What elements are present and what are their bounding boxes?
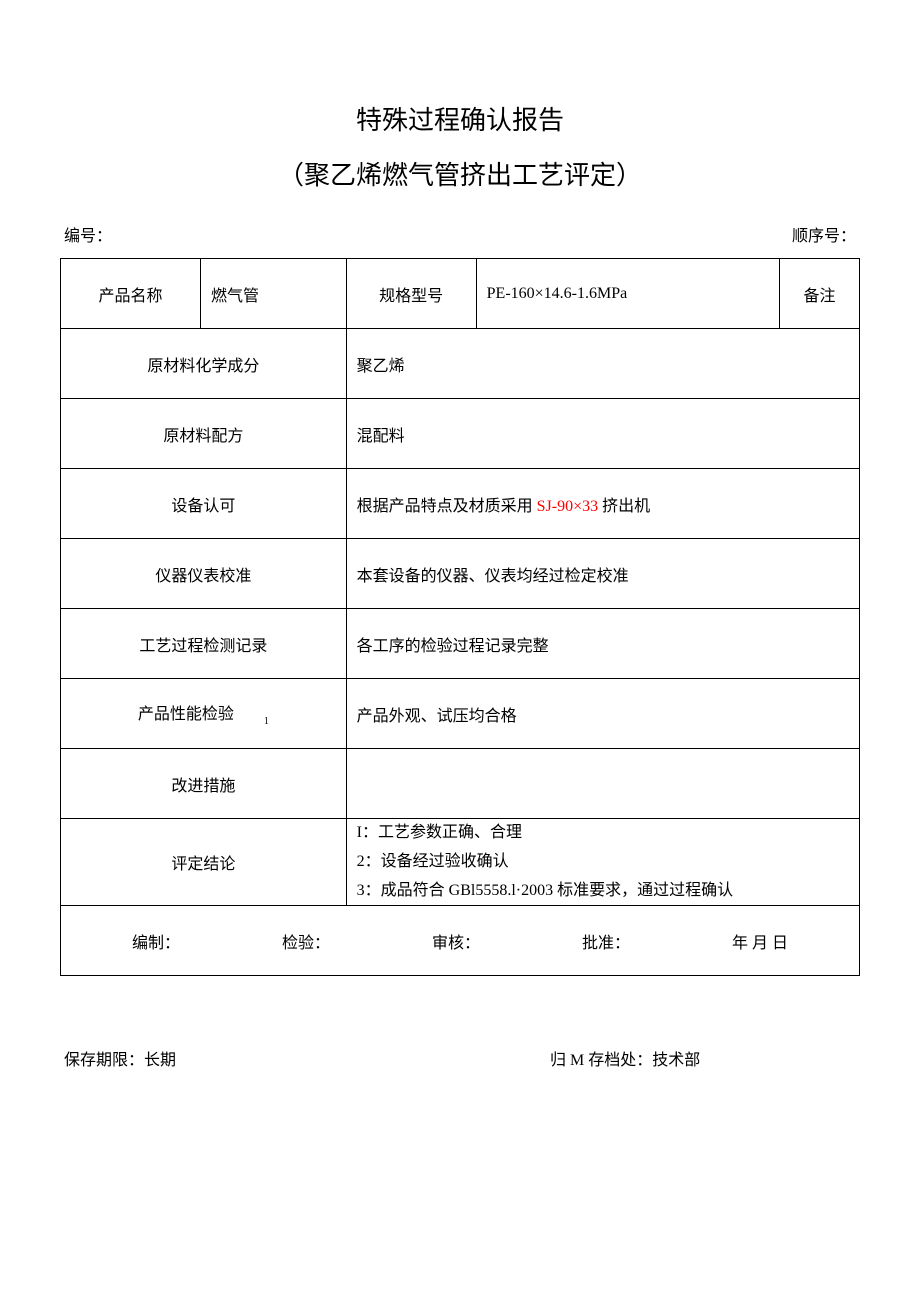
signature-block: 编制： 检验： 审核： 批准： 年 月 日 [71,929,849,953]
material-chem-label: 原材料化学成分 [61,329,347,399]
remark-label: 备注 [780,259,860,329]
sig-date: 年 月 日 [732,929,788,953]
performance-label: 产品性能检验1 [61,679,347,749]
improvement-value [346,749,859,819]
sig-inspect: 检验： [282,929,330,953]
conclusion-line3: 3：成品符合 GBl5558.l·2003 标准要求，通过过程确认 [357,877,849,906]
calibration-row: 仪器仪表校准 本套设备的仪器、仪表均经过检定校准 [61,539,860,609]
performance-footnote: 1 [234,716,269,727]
process-record-label: 工艺过程检测记录 [61,609,347,679]
title-main: 特殊过程确认报告 [60,100,860,137]
equipment-label: 设备认可 [61,469,347,539]
sig-compile: 编制： [132,929,180,953]
equipment-value-red: SJ-90×33 [537,498,598,515]
performance-label-text: 产品性能检验 [138,706,234,723]
product-row: 产品名称 燃气管 规格型号 PE-160×14.6-1.6MPa 备注 [61,259,860,329]
material-chem-value: 聚乙烯 [346,329,859,399]
improvement-label: 改进措施 [61,749,347,819]
sequence-label: 顺序号： [792,222,856,246]
conclusion-value: I：工艺参数正确、合理 2：设备经过验收确认 3：成品符合 GBl5558.l·… [346,819,859,906]
conclusion-label: 评定结论 [61,819,347,906]
calibration-value: 本套设备的仪器、仪表均经过检定校准 [346,539,859,609]
conclusion-line1: I：工艺参数正确、合理 [357,819,849,848]
material-formula-value: 混配料 [346,399,859,469]
conclusion-row: 评定结论 I：工艺参数正确、合理 2：设备经过验收确认 3：成品符合 GBl55… [61,819,860,906]
title-sub: （聚乙烯燃气管挤出工艺评定） [60,155,860,192]
signature-row: 编制： 检验： 审核： 批准： 年 月 日 [61,906,860,976]
spec-label: 规格型号 [346,259,476,329]
footer-retention: 保存期限：长期 [64,1046,370,1070]
product-name-value: 燃气管 [201,259,347,329]
process-record-value: 各工序的检验过程记录完整 [346,609,859,679]
performance-value: 产品外观、试压均合格 [346,679,859,749]
material-formula-label: 原材料配方 [61,399,347,469]
conclusion-line2: 2：设备经过验收确认 [357,848,849,877]
equipment-row: 设备认可 根据产品特点及材质采用 SJ-90×33 挤出机 [61,469,860,539]
equipment-value: 根据产品特点及材质采用 SJ-90×33 挤出机 [346,469,859,539]
material-formula-row: 原材料配方 混配料 [61,399,860,469]
material-chem-row: 原材料化学成分 聚乙烯 [61,329,860,399]
footer-row: 保存期限：长期 归 M 存档处：技术部 [60,1046,860,1070]
main-table: 产品名称 燃气管 规格型号 PE-160×14.6-1.6MPa 备注 原材料化… [60,258,860,976]
equipment-value-pre: 根据产品特点及材质采用 [357,498,537,515]
sig-approve: 批准： [582,929,630,953]
improvement-row: 改进措施 [61,749,860,819]
number-label: 编号： [64,222,112,246]
calibration-label: 仪器仪表校准 [61,539,347,609]
equipment-value-post: 挤出机 [598,498,650,515]
footer-archive: 归 M 存档处：技术部 [370,1046,856,1070]
header-row: 编号： 顺序号： [60,222,860,246]
performance-row: 产品性能检验1 产品外观、试压均合格 [61,679,860,749]
spec-value: PE-160×14.6-1.6MPa [476,259,779,329]
process-record-row: 工艺过程检测记录 各工序的检验过程记录完整 [61,609,860,679]
product-name-label: 产品名称 [61,259,201,329]
sig-review: 审核： [432,929,480,953]
